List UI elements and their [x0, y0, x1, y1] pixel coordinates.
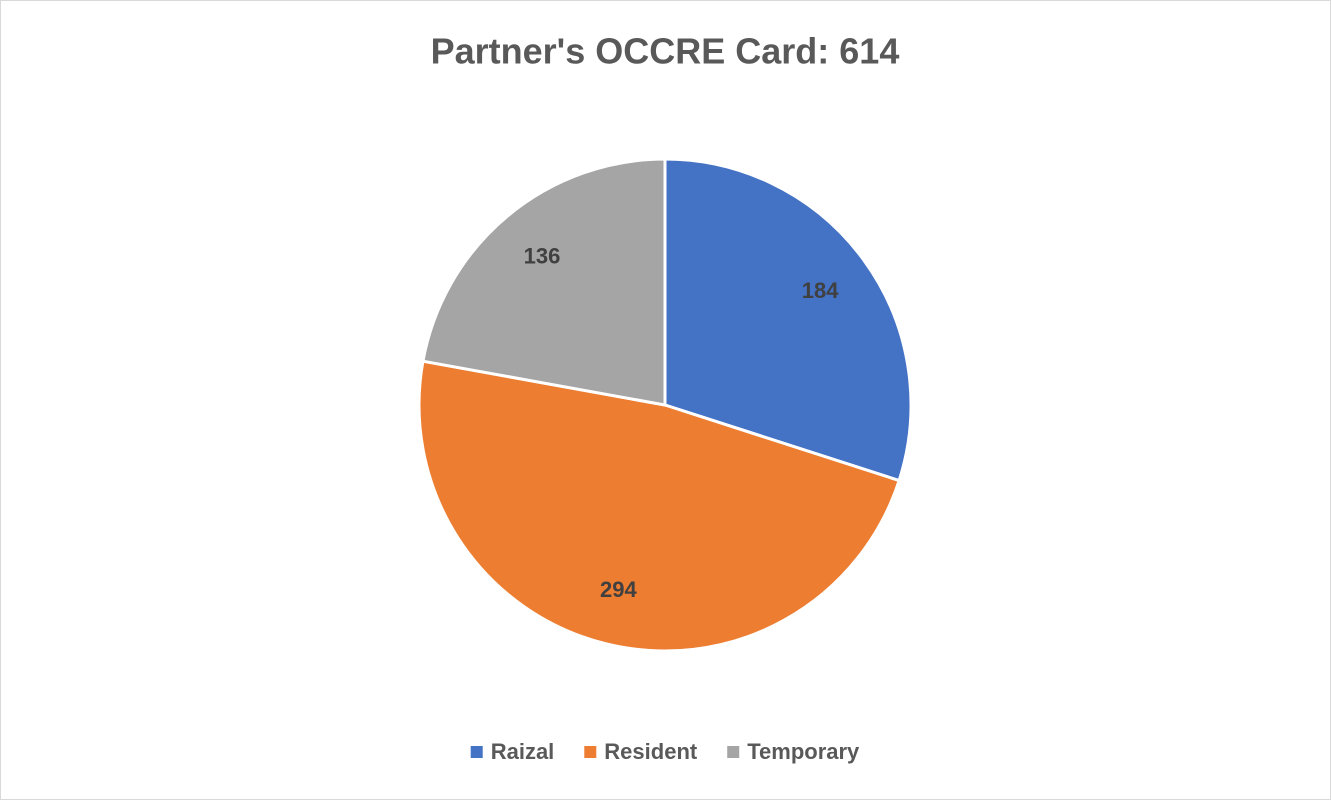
legend-label: Temporary	[747, 739, 860, 764]
pie-slice	[421, 157, 667, 407]
legend-label: Raizal	[491, 739, 555, 764]
legend: Raizal Resident Temporary	[470, 739, 860, 764]
pie-slice	[663, 157, 913, 483]
data-label: 294	[600, 577, 637, 602]
data-label: 136	[524, 244, 561, 269]
legend-swatch	[584, 746, 597, 758]
legend-label: Resident	[604, 739, 698, 764]
legend-swatch	[470, 746, 483, 758]
chart-title: Partner's OCCRE Card: 614	[431, 31, 900, 72]
legend-swatch	[727, 746, 740, 758]
pie-slice	[417, 359, 902, 653]
data-label: 184	[802, 278, 839, 303]
